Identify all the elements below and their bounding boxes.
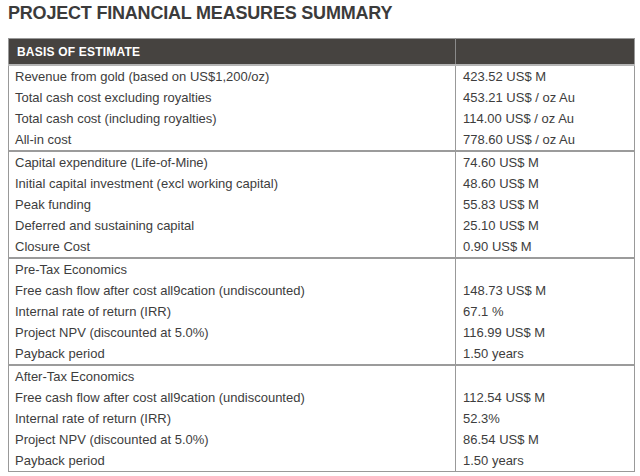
row-value: 48.60 US$ M (456, 173, 635, 194)
row-value: 67.1 % (456, 301, 635, 322)
table-row: Project NPV (discounted at 5.0%)86.54 US… (9, 429, 635, 450)
row-value: 1.50 years (456, 450, 635, 472)
table-row: Total cash cost (including royalties)114… (9, 108, 635, 129)
row-value: 55.83 US$ M (456, 194, 635, 215)
table-section-3: After-Tax EconomicsFree cash flow after … (9, 365, 635, 472)
row-label: Free cash flow after cost all9cation (un… (9, 387, 456, 408)
row-value (456, 365, 635, 387)
row-value: 74.60 US$ M (456, 151, 635, 173)
row-label: Payback period (9, 450, 456, 472)
row-value: 1.50 years (456, 343, 635, 365)
row-label: Pre-Tax Economics (9, 258, 456, 280)
table-section-2: Pre-Tax EconomicsFree cash flow after co… (9, 258, 635, 365)
table-row: Total cash cost excluding royalties453.2… (9, 87, 635, 108)
page-title: PROJECT FINANCIAL MEASURES SUMMARY (8, 3, 392, 24)
table-row: Closure Cost0.90 US$ M (9, 236, 635, 258)
row-label: All-in cost (9, 129, 456, 151)
row-label: Internal rate of return (IRR) (9, 301, 456, 322)
row-value: 423.52 US$ M (456, 65, 635, 87)
table-section-1: Capital expenditure (Life-of-Mine)74.60 … (9, 151, 635, 258)
table-row: All-in cost778.60 US$ / oz Au (9, 129, 635, 151)
row-label: Peak funding (9, 194, 456, 215)
row-label: Capital expenditure (Life-of-Mine) (9, 151, 456, 173)
table-row: Internal rate of return (IRR)67.1 % (9, 301, 635, 322)
table-row: Pre-Tax Economics (9, 258, 635, 280)
row-value: 112.54 US$ M (456, 387, 635, 408)
row-value: 0.90 US$ M (456, 236, 635, 258)
row-label: Total cash cost excluding royalties (9, 87, 456, 108)
row-value: 86.54 US$ M (456, 429, 635, 450)
row-label: Project NPV (discounted at 5.0%) (9, 429, 456, 450)
row-value: 148.73 US$ M (456, 280, 635, 301)
row-label: Deferred and sustaining capital (9, 215, 456, 236)
row-label: Revenue from gold (based on US$1,200/oz) (9, 65, 456, 87)
table-row: Internal rate of return (IRR)52.3% (9, 408, 635, 429)
row-value: 453.21 US$ / oz Au (456, 87, 635, 108)
page: PROJECT FINANCIAL MEASURES SUMMARY BASIS… (0, 0, 640, 476)
table-header-value-cell (456, 39, 635, 66)
table-row: Peak funding55.83 US$ M (9, 194, 635, 215)
row-label: Initial capital investment (excl working… (9, 173, 456, 194)
table-row: Payback period1.50 years (9, 450, 635, 472)
row-value: 52.3% (456, 408, 635, 429)
table-row: Capital expenditure (Life-of-Mine)74.60 … (9, 151, 635, 173)
table-row: After-Tax Economics (9, 365, 635, 387)
row-label: After-Tax Economics (9, 365, 456, 387)
row-label: Project NPV (discounted at 5.0%) (9, 322, 456, 343)
table-row: Payback period1.50 years (9, 343, 635, 365)
table-row: Revenue from gold (based on US$1,200/oz)… (9, 65, 635, 87)
row-label: Closure Cost (9, 236, 456, 258)
row-label: Free cash flow after cost all9cation (un… (9, 280, 456, 301)
table-row: Project NPV (discounted at 5.0%)116.99 U… (9, 322, 635, 343)
row-value: 114.00 US$ / oz Au (456, 108, 635, 129)
row-value: 116.99 US$ M (456, 322, 635, 343)
table-section-0: Revenue from gold (based on US$1,200/oz)… (9, 65, 635, 151)
row-label: Internal rate of return (IRR) (9, 408, 456, 429)
table-header-label: BASIS OF ESTIMATE (9, 39, 456, 66)
table-row: Deferred and sustaining capital25.10 US$… (9, 215, 635, 236)
row-label: Total cash cost (including royalties) (9, 108, 456, 129)
row-value: 778.60 US$ / oz Au (456, 129, 635, 151)
row-value: 25.10 US$ M (456, 215, 635, 236)
table-row: Free cash flow after cost all9cation (un… (9, 280, 635, 301)
row-value (456, 258, 635, 280)
table-row: Initial capital investment (excl working… (9, 173, 635, 194)
table-header-row: BASIS OF ESTIMATE (9, 39, 635, 66)
row-label: Payback period (9, 343, 456, 365)
financial-measures-table: BASIS OF ESTIMATE Revenue from gold (bas… (8, 38, 635, 472)
table-row: Free cash flow after cost all9cation (un… (9, 387, 635, 408)
